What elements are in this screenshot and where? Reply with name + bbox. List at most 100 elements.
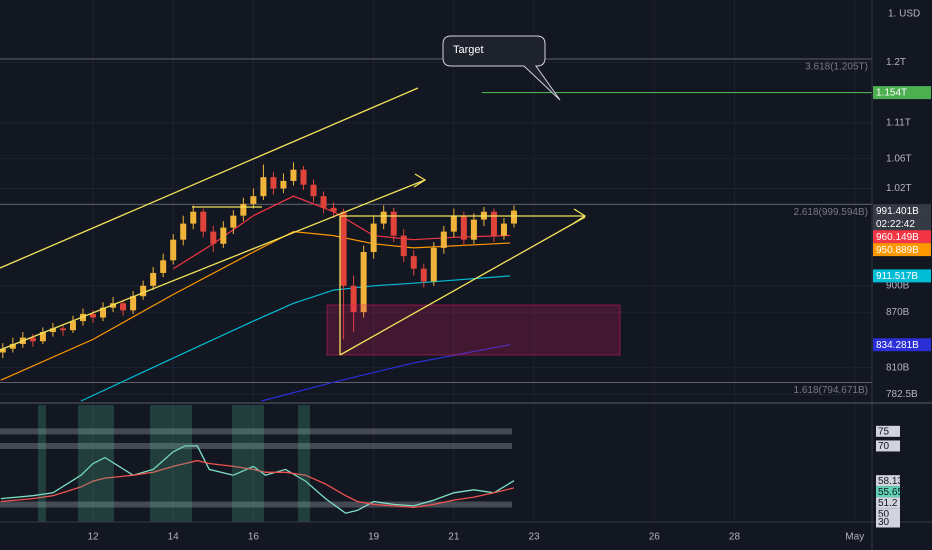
demand-zone [326, 304, 621, 356]
x-tick-label: 21 [448, 532, 460, 543]
fib-label: 1.618(794.671B) [793, 385, 868, 396]
triangle-bottom [339, 216, 586, 356]
indicator-tag-label: 75 [878, 426, 890, 437]
candle-body [470, 219, 477, 240]
time-axis-bg [0, 522, 932, 550]
candle-body [350, 285, 357, 313]
candle-body [300, 169, 307, 185]
price-tag-label: 911.517B [876, 271, 918, 282]
candle-body [260, 177, 267, 197]
indicator-tag-label: 30 [878, 517, 890, 528]
indicator-tag-label: 55.65 [878, 487, 903, 498]
y-tick-label: 1.11T [886, 117, 911, 128]
candle-body [310, 184, 317, 197]
moving-average [80, 275, 511, 402]
candle-body [190, 211, 197, 224]
price-tag-label: 1.154T [876, 88, 907, 99]
candle-body [390, 211, 397, 236]
highlight [150, 405, 192, 522]
channel-bottom [0, 179, 426, 351]
candle-body [400, 235, 407, 257]
x-tick-label: 28 [729, 532, 741, 543]
candle-body [270, 177, 277, 189]
channel-top [0, 87, 419, 269]
price-tag [873, 338, 931, 352]
candle-body [250, 196, 257, 204]
indicator-tag [876, 425, 900, 437]
indicator-tag [876, 497, 900, 509]
indicator-tag-label: 58.13 [878, 476, 903, 487]
y-tick-label: 900B [886, 280, 910, 291]
candle-body [330, 207, 337, 212]
candle-body [130, 296, 137, 311]
price-tag [873, 86, 931, 100]
arrow-head [573, 208, 587, 224]
candle-body [450, 215, 457, 232]
grid: 3.618(1.205T) 2.618(999.594B) 1.618(794.67… [0, 0, 872, 522]
candle-body [59, 328, 66, 331]
candle-body [510, 210, 517, 224]
candle-body [200, 211, 207, 232]
callout [442, 35, 561, 101]
price-tag [873, 204, 931, 218]
price-tag [873, 230, 931, 244]
candle-body [90, 313, 97, 318]
fib-label: 2.618(999.594B) [793, 207, 868, 218]
highlight [38, 405, 46, 522]
price-tag-label: 834.281B [876, 340, 919, 351]
candle-body [290, 169, 297, 181]
price-tag-label: 950.889B [876, 245, 919, 256]
drawings: Target [0, 35, 621, 522]
candle-body [120, 303, 127, 311]
candle-body [150, 272, 157, 286]
candle-body [500, 223, 507, 236]
y-tick-label: 870B [886, 307, 910, 318]
candle-body [360, 251, 367, 313]
candle-body [430, 247, 437, 282]
candle-body [69, 321, 76, 331]
candle-body [440, 231, 447, 248]
price-tag [873, 217, 931, 231]
price-tag [873, 269, 931, 283]
candle-body [210, 231, 217, 244]
price-tag-label: 960.149B [876, 232, 919, 243]
price-tag [873, 243, 931, 257]
candle-body [170, 239, 177, 261]
arrow-head [413, 173, 427, 188]
candle-body [0, 348, 6, 353]
indicator-tag [876, 475, 900, 487]
candle-body [420, 268, 427, 282]
y-tick-label: 1.02T [886, 183, 912, 194]
marks [0, 91, 872, 514]
indicator-tag [876, 516, 900, 528]
indicator-tag-label: 50 [878, 509, 890, 520]
x-tick-label: May [845, 532, 864, 543]
indicator-tag [876, 508, 900, 520]
x-tick-label: 19 [368, 532, 380, 543]
price-tag-label: 02:22:42 [876, 219, 915, 230]
price-tag-label: 991.401B [876, 206, 919, 217]
candle-body [410, 256, 417, 269]
x-tick-label: 26 [649, 532, 661, 543]
y-tick-label: 1.2T [886, 57, 906, 68]
x-tick-label: 16 [248, 532, 260, 543]
candle-body [280, 180, 287, 189]
candle-body [460, 215, 467, 240]
indicator-tag-label: 70 [878, 441, 890, 452]
candle-body [180, 223, 187, 240]
candle-body [220, 227, 227, 244]
candle-body [39, 332, 46, 342]
callout-text: Target [453, 44, 484, 56]
candle-body [160, 260, 167, 273]
currency: 1. USD [888, 9, 920, 20]
y-tick-label: 1.06T [886, 153, 912, 164]
candle-body [370, 223, 377, 252]
candle-body [230, 215, 237, 228]
candle-body [9, 344, 16, 349]
highlight [232, 405, 264, 522]
x-tick-label: 23 [528, 532, 540, 543]
candle-body [49, 328, 56, 333]
indicator-tag [876, 440, 900, 452]
